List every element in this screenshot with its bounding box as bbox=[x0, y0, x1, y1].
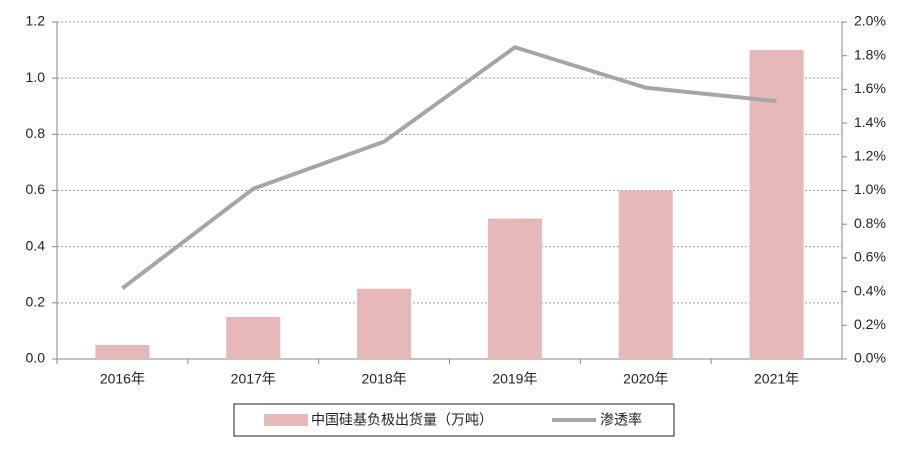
x-tick-label: 2018年 bbox=[362, 371, 407, 387]
y-tick-label: 0.2 bbox=[26, 294, 46, 310]
y2-tick-label: 1.8% bbox=[854, 46, 886, 62]
bar bbox=[749, 50, 804, 359]
y2-tick-label: 1.6% bbox=[854, 80, 886, 96]
bar bbox=[618, 190, 673, 359]
x-tick-label: 2016年 bbox=[100, 371, 145, 387]
bar bbox=[226, 316, 281, 359]
legend-swatch bbox=[264, 414, 308, 426]
y-tick-label: 0.0 bbox=[26, 350, 46, 366]
legend-label: 中国硅基负极出货量（万吨） bbox=[311, 412, 493, 428]
y2-tick-label: 1.2% bbox=[854, 148, 886, 164]
y2-tick-label: 1.4% bbox=[854, 114, 886, 130]
y-tick-label: 0.4 bbox=[26, 237, 46, 253]
y2-tick-label: 0.2% bbox=[854, 316, 886, 332]
x-tick-label: 2017年 bbox=[231, 371, 276, 387]
x-tick-label: 2020年 bbox=[623, 371, 668, 387]
line bbox=[121, 45, 777, 290]
x-tick-label: 2019年 bbox=[492, 371, 537, 387]
y2-tick-label: 0.0% bbox=[854, 350, 886, 366]
y2-tick-label: 2.0% bbox=[854, 13, 886, 29]
y2-tick-label: 1.0% bbox=[854, 181, 886, 197]
bar bbox=[487, 218, 542, 359]
y2-tick-label: 0.6% bbox=[854, 249, 886, 265]
y2-tick-label: 0.4% bbox=[854, 282, 886, 298]
x-tick-label: 2021年 bbox=[754, 371, 799, 387]
bar bbox=[95, 344, 150, 359]
legend-label: 渗透率 bbox=[600, 412, 642, 428]
bar bbox=[357, 288, 412, 359]
y-tick-label: 0.8 bbox=[26, 125, 46, 141]
y-tick-label: 1.2 bbox=[26, 13, 46, 29]
y-tick-label: 1.0 bbox=[26, 69, 46, 85]
y2-tick-label: 0.8% bbox=[854, 215, 886, 231]
y-tick-label: 0.6 bbox=[26, 181, 46, 197]
